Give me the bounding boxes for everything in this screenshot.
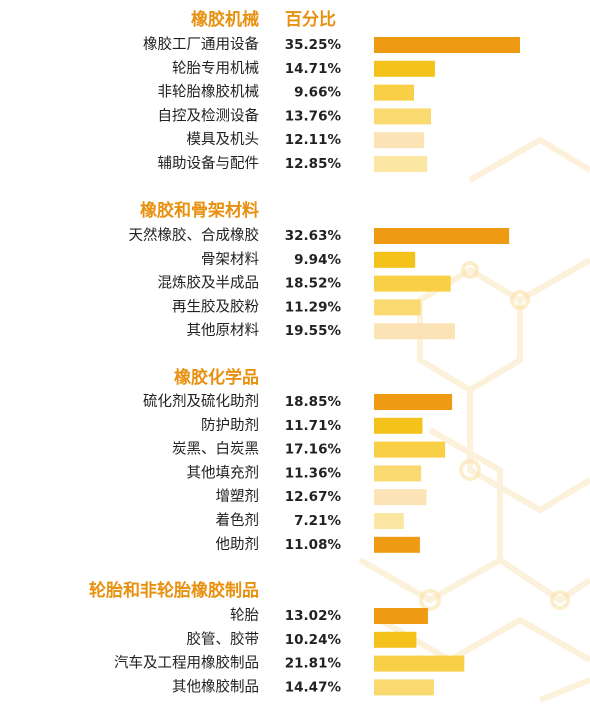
percentage-value-label: 11.71% (285, 418, 342, 434)
percentage-value-label: 10.24% (285, 632, 342, 648)
percentage-value-label: 18.85% (285, 394, 342, 410)
category-label: 骨架材料 (201, 251, 259, 268)
section-title: 橡胶化学品 (174, 367, 259, 388)
percentage-bar (374, 37, 520, 53)
percentage-bar (374, 631, 417, 648)
category-label: 着色剂 (216, 512, 260, 529)
percentage-bar (374, 84, 415, 101)
percentage-bar (374, 679, 434, 696)
category-label: 再生胶及胶粉 (172, 298, 259, 315)
category-label: 他助剂 (216, 536, 260, 553)
category-label: 其他原材料 (187, 322, 260, 339)
percentage-value-label: 9.94% (294, 252, 341, 268)
section-title: 橡胶和骨架材料 (140, 200, 259, 221)
category-label: 其他橡胶制品 (172, 678, 259, 695)
percentage-value-label: 11.29% (285, 299, 342, 315)
percentage-value-label: 11.36% (285, 465, 342, 481)
category-label: 混炼胶及半成品 (158, 275, 260, 292)
percentage-bar (374, 513, 404, 529)
category-label: 硫化剂及硫化助剂 (143, 393, 259, 410)
percentage-bar (374, 60, 435, 77)
category-label: 模具及机头 (187, 131, 260, 148)
percentage-bar (374, 251, 416, 268)
percentage-value-label: 12.11% (285, 132, 342, 148)
percentage-bar (374, 489, 427, 506)
percentage-bar (374, 417, 423, 434)
percentage-bar (374, 156, 428, 172)
percentage-bar (374, 655, 465, 672)
percentage-bar (374, 536, 420, 553)
percentage-value-label: 21.81% (285, 656, 342, 672)
percentage-value-label: 35.25% (285, 37, 342, 53)
percentage-value-label: 7.21% (294, 513, 341, 529)
percentage-value-label: 14.47% (285, 679, 342, 695)
percentage-bar (374, 465, 422, 482)
percentage-value-label: 14.71% (285, 61, 342, 77)
percentage-bar (374, 228, 510, 244)
percentage-bar (374, 132, 425, 149)
percentage-value-label: 17.16% (285, 442, 342, 458)
category-label: 防护助剂 (201, 417, 259, 434)
category-label: 辅助设备与配件 (158, 155, 260, 172)
percentage-bar (374, 441, 446, 458)
section-title: 橡胶机械 (191, 9, 259, 30)
percentage-bar (374, 108, 431, 125)
percentage-bar (374, 299, 421, 316)
percentage-value-label: 32.63% (285, 228, 342, 244)
percentage-value-label: 13.02% (285, 608, 342, 624)
percentage-value-label: 12.85% (285, 156, 342, 172)
percentage-value-label: 13.76% (285, 108, 342, 124)
category-label: 增塑剂 (216, 488, 260, 505)
category-label: 天然橡胶、合成橡胶 (129, 227, 260, 244)
category-label: 汽车及工程用橡胶制品 (114, 655, 259, 672)
percentage-bar (374, 275, 451, 292)
percentage-value-label: 19.55% (285, 323, 342, 339)
category-label: 橡胶工厂通用设备 (143, 36, 259, 53)
percentage-bar (374, 394, 453, 410)
category-label: 其他填充剂 (187, 464, 260, 481)
percentage-value-label: 9.66% (294, 85, 341, 101)
percentage-column-header: 百分比 (285, 9, 336, 30)
category-label: 自控及检测设备 (158, 107, 260, 124)
percentage-value-label: 18.52% (285, 276, 342, 292)
category-label: 非轮胎橡胶机械 (158, 84, 260, 101)
percentage-bar (374, 608, 428, 624)
percentage-value-label: 11.08% (285, 537, 342, 553)
percentage-bar (374, 323, 455, 340)
category-label: 胶管、胶带 (187, 631, 260, 648)
section-title: 轮胎和非轮胎橡胶制品 (89, 580, 259, 601)
category-label: 轮胎 (230, 607, 259, 624)
percentage-value-label: 12.67% (285, 489, 342, 505)
category-label: 轮胎专用机械 (172, 60, 259, 77)
category-label: 炭黑、白炭黑 (172, 441, 259, 458)
